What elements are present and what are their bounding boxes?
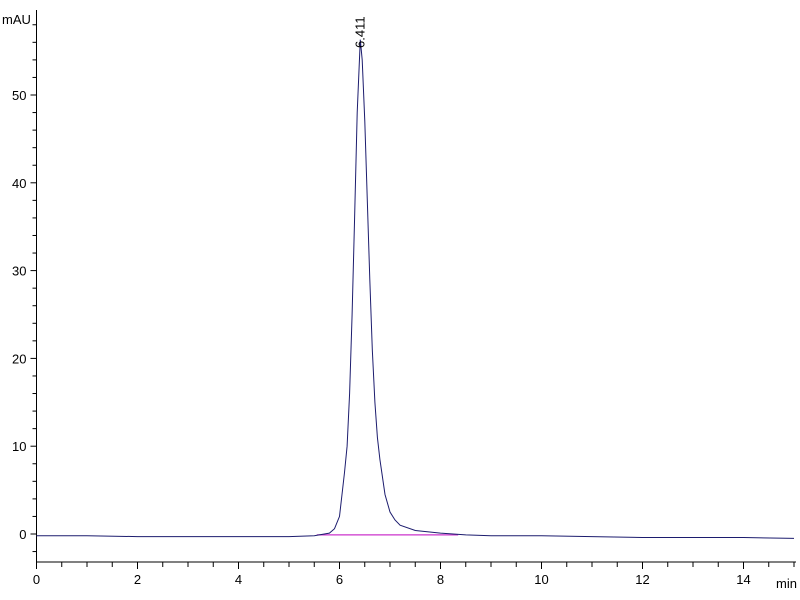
y-tick-label: 10: [12, 439, 26, 454]
x-tick-label: 12: [635, 572, 649, 587]
x-tick-label: 2: [134, 572, 141, 587]
peak-label: 6.411: [352, 16, 367, 48]
y-tick-label: 40: [12, 176, 26, 191]
x-tick-label: 8: [437, 572, 444, 587]
x-tick-label: 10: [534, 572, 548, 587]
signal-trace: [36, 39, 795, 539]
x-tick-label: 6: [336, 572, 343, 587]
x-axis-unit-label: min: [776, 576, 797, 591]
x-tick-label: 0: [33, 572, 40, 587]
y-tick-label: 20: [12, 351, 26, 366]
x-tick-label: 14: [736, 572, 750, 587]
y-tick-label: 50: [12, 88, 26, 103]
x-tick-label: 4: [235, 572, 242, 587]
y-tick-label: 30: [12, 264, 26, 279]
y-tick-label: 0: [19, 527, 26, 542]
y-axis-unit-label: mAU: [2, 12, 31, 27]
